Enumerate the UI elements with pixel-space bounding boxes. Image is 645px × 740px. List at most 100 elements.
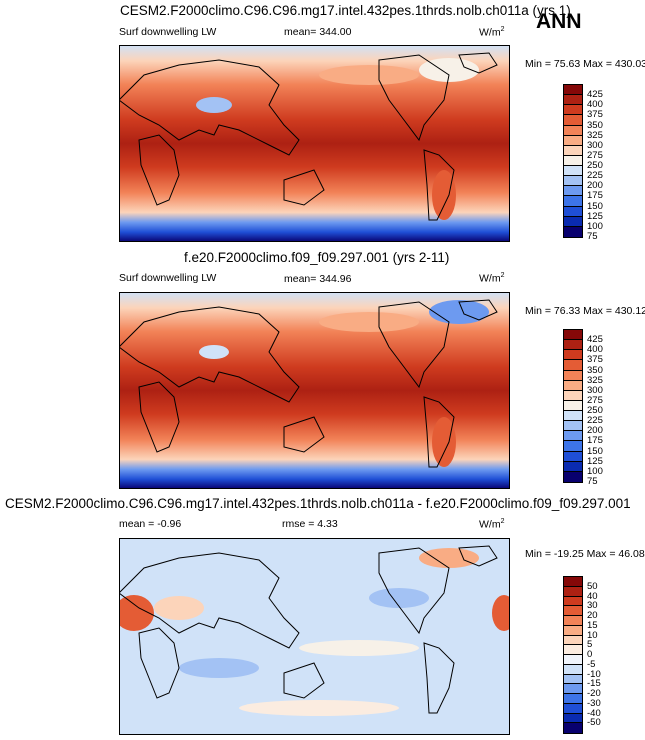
colorbar-label: 0 (587, 649, 593, 660)
colorbar-label: 10 (587, 629, 598, 641)
colorbar-segment (564, 226, 582, 237)
colorbar-segment (564, 723, 582, 733)
colorbar-label: 15 (587, 619, 598, 631)
colorbar-segment (564, 441, 582, 452)
colorbar-label: 325 (587, 374, 603, 386)
colorbar-label: 175 (587, 435, 603, 447)
colorbar-segment (564, 625, 582, 636)
colorbar-segment (564, 616, 582, 626)
colorbar-label: 125 (587, 455, 603, 467)
colorbar-segment (564, 586, 582, 597)
colorbar-label: 225 (587, 415, 603, 427)
colorbar-label: -10 (587, 668, 601, 680)
panel1-units: W/m2 (479, 26, 505, 39)
panel1-variable: Surf downwelling LW (119, 26, 217, 38)
colorbar-label: -50 (587, 717, 601, 729)
colorbar-segment (564, 694, 582, 704)
colorbar-label: -15 (587, 678, 601, 690)
panel2-title: f.e20.F2000climo.f09_f09.297.001 (yrs 2-… (184, 250, 450, 265)
colorbar-label: 400 (587, 344, 603, 356)
colorbar-segment (564, 105, 582, 116)
colorbar-segment (564, 606, 582, 616)
panel1-minmax: Min = 75.63 Max = 430.03 (525, 58, 645, 70)
colorbar-label: 40 (587, 590, 598, 602)
panel2-colorbar (563, 329, 583, 483)
colorbar-label: 75 (587, 476, 598, 487)
colorbar-segment (564, 125, 582, 136)
colorbar-segment (564, 330, 582, 341)
colorbar-label: 275 (587, 394, 603, 406)
colorbar-label: 425 (587, 89, 603, 101)
colorbar-segment (564, 85, 582, 96)
colorbar-label: 300 (587, 384, 603, 396)
panel2-coastlines (119, 299, 498, 468)
colorbar-label: 350 (587, 119, 603, 131)
panel3-colorbar (563, 576, 583, 734)
colorbar-label: 200 (587, 180, 603, 192)
panel3-title: CESM2.F2000climo.C96.C96.mg17.intel.432p… (5, 496, 631, 511)
colorbar-segment (564, 684, 582, 694)
colorbar-label: 175 (587, 190, 603, 202)
colorbar-label: 150 (587, 445, 603, 457)
colorbar-segment (564, 155, 582, 166)
colorbar-segment (564, 596, 582, 607)
colorbar-segment (564, 461, 582, 472)
colorbar-label: 75 (587, 231, 598, 242)
colorbar-segment (564, 655, 582, 665)
panel3-map-svg (119, 538, 510, 735)
colorbar-segment (564, 95, 582, 106)
panel1-map (119, 45, 510, 242)
season-label: ANN (536, 10, 582, 33)
panel2-mean: mean= 344.96 (284, 273, 352, 285)
panel2-map-svg (119, 292, 510, 489)
panel3-minmax: Min = -19.25 Max = 46.08 (525, 548, 645, 560)
colorbar-label: 375 (587, 354, 603, 366)
colorbar-segment (564, 645, 582, 655)
panel3-map (119, 538, 510, 735)
colorbar-label: 225 (587, 170, 603, 182)
colorbar-segment (564, 471, 582, 482)
colorbar-segment (564, 166, 582, 177)
colorbar-label: 200 (587, 425, 603, 437)
colorbar-segment (564, 176, 582, 187)
colorbar-label: 30 (587, 600, 598, 612)
panel2-variable: Surf downwelling LW (119, 272, 217, 284)
panel2-minmax: Min = 76.33 Max = 430.12 (525, 305, 645, 317)
colorbar-segment (564, 216, 582, 227)
colorbar-label: 5 (587, 639, 593, 651)
colorbar-label: 275 (587, 149, 603, 161)
colorbar-label: 300 (587, 139, 603, 151)
panel1-coastlines (119, 52, 498, 221)
colorbar-segment (564, 400, 582, 411)
panel1-tibet-anomaly (196, 97, 232, 113)
colorbar-label: 250 (587, 160, 603, 172)
colorbar-label: 375 (587, 109, 603, 121)
colorbar-segment (564, 390, 582, 401)
colorbar-label: 50 (587, 580, 598, 592)
colorbar-segment (564, 360, 582, 371)
colorbar-segment (564, 411, 582, 422)
colorbar-label: -5 (587, 658, 596, 670)
colorbar-label: 325 (587, 129, 603, 141)
colorbar-label: -30 (587, 697, 601, 709)
colorbar-label: 150 (587, 200, 603, 212)
panel1-title: CESM2.F2000climo.C96.C96.mg17.intel.432p… (120, 3, 571, 18)
colorbar-segment (564, 135, 582, 146)
colorbar-segment (564, 340, 582, 351)
colorbar-segment (564, 421, 582, 432)
colorbar-segment (564, 196, 582, 207)
colorbar-label: 350 (587, 364, 603, 376)
panel1-map-svg (119, 45, 510, 242)
colorbar-segment (564, 703, 582, 714)
colorbar-segment (564, 206, 582, 217)
colorbar-segment (564, 674, 582, 685)
panel1-mean: mean= 344.00 (284, 26, 352, 38)
colorbar-label: 250 (587, 405, 603, 417)
colorbar-segment (564, 713, 582, 724)
panel2-units: W/m2 (479, 272, 505, 285)
colorbar-segment (564, 577, 582, 587)
colorbar-segment (564, 635, 582, 646)
panel3-coastlines (119, 545, 498, 714)
colorbar-segment (564, 451, 582, 462)
colorbar-label: 100 (587, 465, 603, 477)
